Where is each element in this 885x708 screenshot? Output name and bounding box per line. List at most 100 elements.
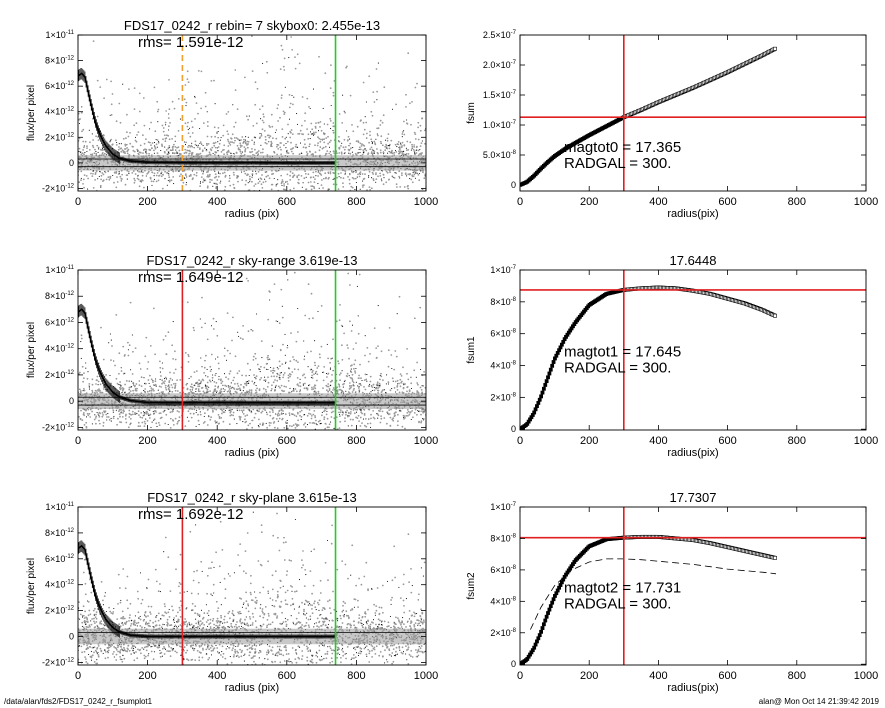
noise-point [154, 146, 157, 149]
noise-point [167, 146, 170, 149]
noise-point [200, 70, 203, 73]
noise-point [369, 422, 372, 425]
noise-point [406, 390, 408, 393]
noise-point [275, 137, 278, 140]
noise-point [218, 415, 221, 418]
noise-point [240, 139, 242, 141]
noise-point [249, 151, 251, 153]
noise-point [189, 435, 191, 437]
noise-point [188, 175, 190, 177]
noise-point [349, 376, 352, 379]
noise-point [391, 108, 394, 110]
noise-point [275, 320, 277, 322]
noise-point [83, 146, 85, 149]
noise-point [377, 305, 379, 307]
noise-point [163, 134, 166, 137]
noise-point [215, 175, 218, 178]
noise-point [322, 187, 324, 189]
noise-point [144, 148, 146, 151]
noise-point [187, 420, 190, 422]
noise-point [303, 423, 305, 426]
noise-point [241, 144, 243, 147]
noise-point [347, 135, 350, 138]
noise-point [159, 417, 162, 420]
noise-point [145, 418, 147, 420]
noise-point [329, 120, 332, 122]
noise-point [98, 175, 100, 177]
noise-point [314, 415, 316, 417]
noise-point [275, 375, 278, 378]
noise-point [317, 170, 319, 172]
noise-point [204, 360, 206, 362]
noise-point [267, 359, 269, 361]
noise-point [379, 175, 382, 177]
noise-point [167, 385, 169, 388]
x-axis-label: radius(pix) [667, 208, 718, 220]
noise-point [387, 133, 390, 136]
noise-point [250, 411, 253, 414]
noise-point [393, 151, 396, 154]
noise-point [157, 141, 160, 144]
noise-point [402, 382, 405, 385]
noise-point [324, 72, 327, 75]
plot-frame [519, 34, 867, 192]
noise-point [204, 322, 206, 324]
noise-point [376, 389, 379, 392]
noise-point [371, 143, 373, 145]
x-tick-label: 0 [517, 196, 523, 208]
noise-point [214, 103, 216, 105]
noise-point [116, 181, 119, 183]
noise-point [156, 110, 159, 113]
noise-point [157, 121, 159, 123]
noise-point [399, 177, 401, 179]
noise-point [88, 412, 91, 415]
noise-point [131, 386, 133, 388]
noise-point [124, 143, 127, 146]
noise-point [347, 415, 349, 418]
noise-point [165, 378, 168, 380]
noise-point [284, 210, 286, 212]
noise-point [292, 103, 294, 106]
noise-point [367, 360, 370, 363]
noise-point [297, 361, 299, 363]
noise-point [284, 86, 286, 88]
noise-point [86, 145, 88, 148]
noise-point [87, 414, 90, 417]
noise-point [183, 177, 185, 179]
noise-point [346, 130, 348, 132]
noise-point [315, 423, 317, 425]
noise-point [146, 390, 149, 393]
noise-point [249, 369, 251, 371]
noise-point [137, 421, 140, 424]
noise-point [199, 185, 202, 188]
noise-point [132, 389, 135, 392]
noise-point [259, 368, 261, 371]
noise-point [360, 411, 363, 414]
noise-point [153, 307, 155, 310]
noise-point [151, 184, 153, 186]
noise-point [322, 387, 324, 389]
noise-point [385, 181, 388, 184]
noise-point [312, 134, 315, 136]
noise-point [294, 388, 297, 390]
noise-point [268, 177, 271, 180]
noise-point [218, 146, 220, 148]
noise-point [164, 178, 166, 180]
noise-point [302, 383, 304, 385]
noise-point [325, 137, 327, 139]
noise-point [239, 418, 242, 421]
noise-point [403, 120, 405, 123]
noise-point [197, 112, 199, 115]
noise-point [312, 413, 315, 416]
plot-area [78, 35, 426, 212]
noise-point [151, 142, 154, 144]
noise-point [138, 170, 141, 173]
noise-point [124, 418, 127, 420]
noise-point [297, 178, 300, 181]
noise-point [277, 144, 280, 146]
noise-point [296, 53, 299, 56]
noise-point [400, 375, 403, 377]
noise-point [287, 380, 290, 382]
noise-point [420, 420, 423, 423]
noise-point [138, 151, 141, 154]
